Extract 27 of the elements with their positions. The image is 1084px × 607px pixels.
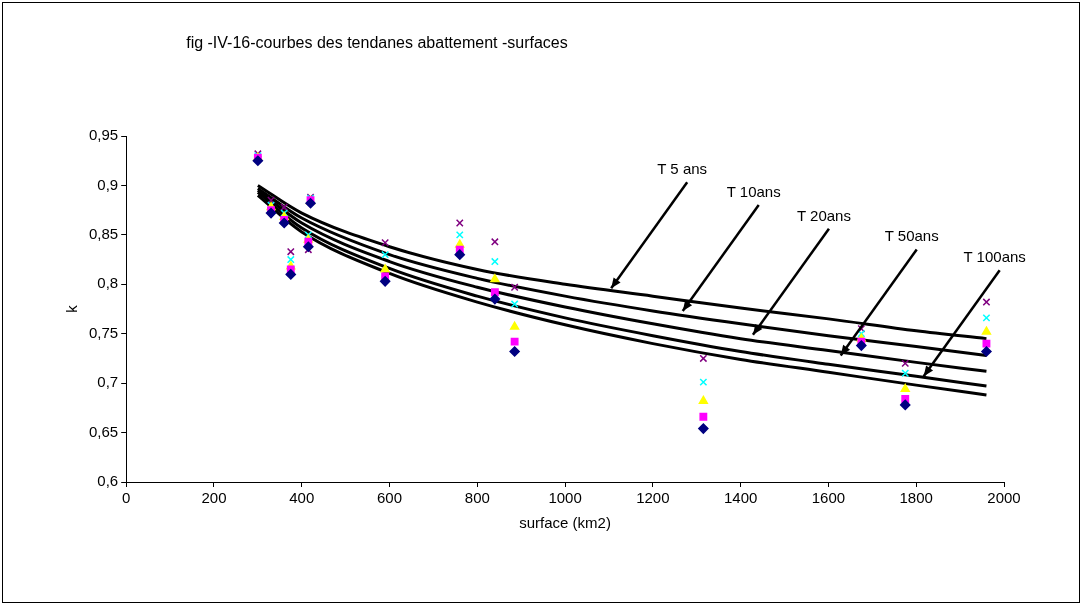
annotation: T 10ans	[726, 182, 781, 200]
x-tick-label: 800	[464, 489, 490, 507]
y-tick-label: 0,65	[88, 422, 119, 440]
y-tick-label: 0,75	[88, 323, 119, 341]
x-axis-title: surface (km2)	[519, 514, 611, 532]
x-tick-label: 1800	[899, 489, 933, 507]
y-axis-title: k	[63, 304, 81, 313]
x-tick-label: 1000	[548, 489, 582, 507]
x-tick-label: 1400	[723, 489, 758, 507]
y-tick-label: 0,6	[97, 472, 119, 490]
x-tick-label: 200	[201, 489, 227, 507]
y-tick-label: 0,85	[88, 225, 119, 242]
x-tick-label: 2000	[987, 489, 1021, 507]
x-tick-label: 400	[289, 489, 315, 507]
x-tick-label: 1600	[811, 489, 846, 507]
annotation: T 5 ans	[657, 160, 708, 178]
x-tick-label: 600	[377, 489, 403, 507]
y-tick-label: 0,95	[88, 126, 119, 144]
chart-title: fig -IV-16-courbes des tendanes abattement -surfaces	[186, 34, 568, 51]
y-tick-label: 0,8	[97, 274, 119, 292]
annotation: T 50ans	[884, 227, 939, 245]
x-tick-label: 0	[122, 489, 131, 507]
annotation: T 20ans	[796, 206, 851, 224]
y-tick-label: 0,9	[97, 175, 119, 193]
y-tick-label: 0,7	[97, 373, 119, 391]
annotation: T 100ans	[963, 248, 1026, 266]
x-tick-label: 1200	[636, 489, 670, 507]
